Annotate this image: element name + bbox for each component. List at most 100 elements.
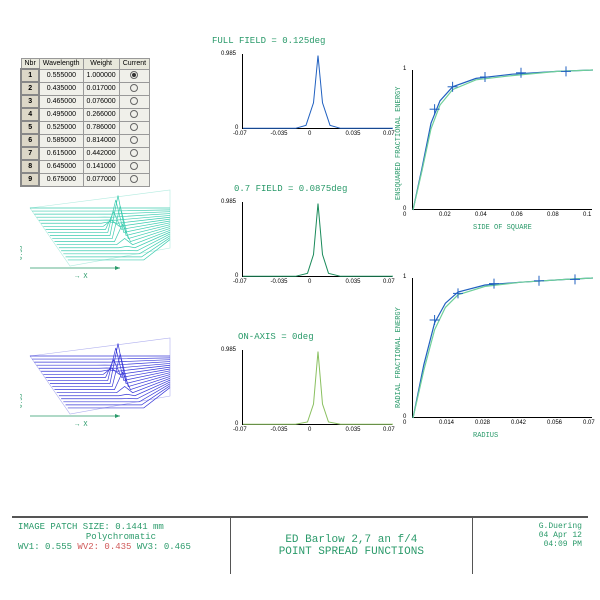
current-cell — [119, 147, 149, 160]
xtick-label: 0.028 — [475, 420, 490, 426]
wavelength-cell: 0.465000 — [39, 95, 83, 108]
table-row: 20.4350000.017000 — [21, 82, 150, 95]
table-row: 10.5550001.000000 — [21, 69, 150, 82]
weight-cell: 1.000000 — [83, 69, 119, 82]
current-radio[interactable] — [130, 97, 138, 105]
footer-mid: ED Barlow 2,7 an f/4 POINT SPREAD FUNCTI… — [231, 518, 473, 574]
weight-cell: 0.814000 — [83, 134, 119, 147]
table-row: 70.6150000.442000 — [21, 147, 150, 160]
current-cell — [119, 82, 149, 95]
xtick-label: 0.06 — [511, 212, 523, 218]
xtick-label: 0 — [403, 420, 406, 426]
wavelength-cell: 0.555000 — [39, 69, 83, 82]
xtick-label: 0.07 — [383, 131, 395, 137]
title-mid-field: 0.7 FIELD = 0.0875deg — [234, 184, 347, 194]
ee-ylabel: RADIAL FRACTIONAL ENERGY — [395, 288, 403, 408]
content-area: FULL FIELD = 0.125deg 0.7 FIELD = 0.0875… — [12, 30, 588, 510]
xtick-label: -0.035 — [271, 131, 288, 137]
ytick-label: 0.985 — [221, 51, 236, 57]
table-header: Current — [119, 59, 149, 70]
footer-image-patch: IMAGE PATCH SIZE: 0.1441 mm — [18, 522, 224, 532]
ee-chart-0: ENSQUARED FRACTIONAL ENERGYSIDE OF SQUAR… — [412, 70, 592, 210]
svg-text:0.35: 0.35 — [20, 245, 24, 260]
table-header: Nbr — [21, 59, 39, 70]
ytick-label: 0.985 — [221, 199, 236, 205]
ytick-label: 1 — [403, 66, 406, 72]
xtick-label: -0.07 — [233, 131, 247, 137]
xtick-label: 0.07 — [383, 279, 395, 285]
wavelength-cell: 0.435000 — [39, 82, 83, 95]
footer-polychromatic: Polychromatic — [18, 532, 224, 542]
xtick-label: 0.04 — [475, 212, 487, 218]
xtick-label: -0.07 — [233, 279, 247, 285]
table-header: Wavelength — [39, 59, 83, 70]
nbr-cell: 7 — [21, 147, 39, 160]
footer-left: IMAGE PATCH SIZE: 0.1441 mm Polychromati… — [12, 518, 231, 574]
current-radio[interactable] — [130, 84, 138, 92]
table-row: 50.5250000.786000 — [21, 121, 150, 134]
current-radio[interactable] — [130, 162, 138, 170]
xtick-label: 0.07 — [583, 420, 595, 426]
weight-cell: 0.266000 — [83, 108, 119, 121]
ee-xlabel: SIDE OF SQUARE — [473, 224, 532, 232]
current-radio[interactable] — [130, 175, 138, 183]
footer-right: G.Duering 04 Apr 12 04:09 PM — [473, 518, 588, 574]
current-cell — [119, 69, 149, 82]
xtick-label: 0.02 — [439, 212, 451, 218]
weight-cell: 0.786000 — [83, 121, 119, 134]
wavelength-cell: 0.495000 — [39, 108, 83, 121]
current-cell — [119, 134, 149, 147]
ee-xlabel: RADIUS — [473, 432, 498, 440]
table-header: Weight — [83, 59, 119, 70]
wavelength-table-wrap: NbrWavelengthWeightCurrent 10.5550001.00… — [20, 58, 150, 187]
psf-chart-1: 0.9850-0.07-0.03500.0350.07 — [242, 202, 392, 277]
nbr-cell: 9 — [21, 173, 39, 186]
table-row: 60.5850000.814000 — [21, 134, 150, 147]
table-row: 30.4650000.076000 — [21, 95, 150, 108]
iso-surface-1: → X 0.35 — [20, 336, 190, 431]
xtick-label: 0.035 — [346, 427, 361, 433]
footer-wavelengths: WV1: 0.555 WV2: 0.435 WV3: 0.465 — [18, 542, 224, 552]
current-radio[interactable] — [130, 149, 138, 157]
xtick-label: 0.056 — [547, 420, 562, 426]
xtick-label: 0.1 — [583, 212, 591, 218]
nbr-cell: 5 — [21, 121, 39, 134]
xtick-label: 0.014 — [439, 420, 454, 426]
title-full-field: FULL FIELD = 0.125deg — [212, 36, 325, 46]
current-cell — [119, 121, 149, 134]
wavelength-cell: 0.525000 — [39, 121, 83, 134]
footer-title: ED Barlow 2,7 an f/4 — [237, 534, 466, 546]
current-radio[interactable] — [130, 110, 138, 118]
xtick-label: 0 — [403, 212, 406, 218]
xtick-label: 0.08 — [547, 212, 559, 218]
xtick-label: 0.042 — [511, 420, 526, 426]
svg-text:→ X: → X — [75, 421, 88, 429]
current-radio[interactable] — [130, 136, 138, 144]
table-row: 90.6750000.077000 — [21, 173, 150, 186]
xtick-label: 0 — [308, 131, 311, 137]
current-cell — [119, 95, 149, 108]
wavelength-cell: 0.645000 — [39, 160, 83, 173]
weight-cell: 0.017000 — [83, 82, 119, 95]
current-radio[interactable] — [130, 123, 138, 131]
nbr-cell: 4 — [21, 108, 39, 121]
wavelength-table: NbrWavelengthWeightCurrent 10.5550001.00… — [20, 58, 150, 187]
psf-chart-2: 0.9850-0.07-0.03500.0350.07 — [242, 350, 392, 425]
footer-subtitle: POINT SPREAD FUNCTIONS — [237, 546, 466, 558]
xtick-label: 0 — [308, 427, 311, 433]
ytick-label: 0.985 — [221, 347, 236, 353]
current-cell — [119, 160, 149, 173]
xtick-label: 0.07 — [383, 427, 395, 433]
current-radio[interactable] — [130, 71, 138, 79]
weight-cell: 0.141000 — [83, 160, 119, 173]
xtick-label: 0.035 — [346, 279, 361, 285]
nbr-cell: 8 — [21, 160, 39, 173]
footer-time: 04:09 PM — [479, 540, 582, 549]
wavelength-cell: 0.675000 — [39, 173, 83, 186]
current-cell — [119, 173, 149, 186]
svg-text:0.35: 0.35 — [20, 393, 24, 408]
xtick-label: 0 — [308, 279, 311, 285]
ee-chart-1: RADIAL FRACTIONAL ENERGYRADIUS0100.0140.… — [412, 278, 592, 418]
title-on-axis: ON-AXIS = 0deg — [238, 332, 314, 342]
footer: IMAGE PATCH SIZE: 0.1441 mm Polychromati… — [12, 516, 588, 574]
